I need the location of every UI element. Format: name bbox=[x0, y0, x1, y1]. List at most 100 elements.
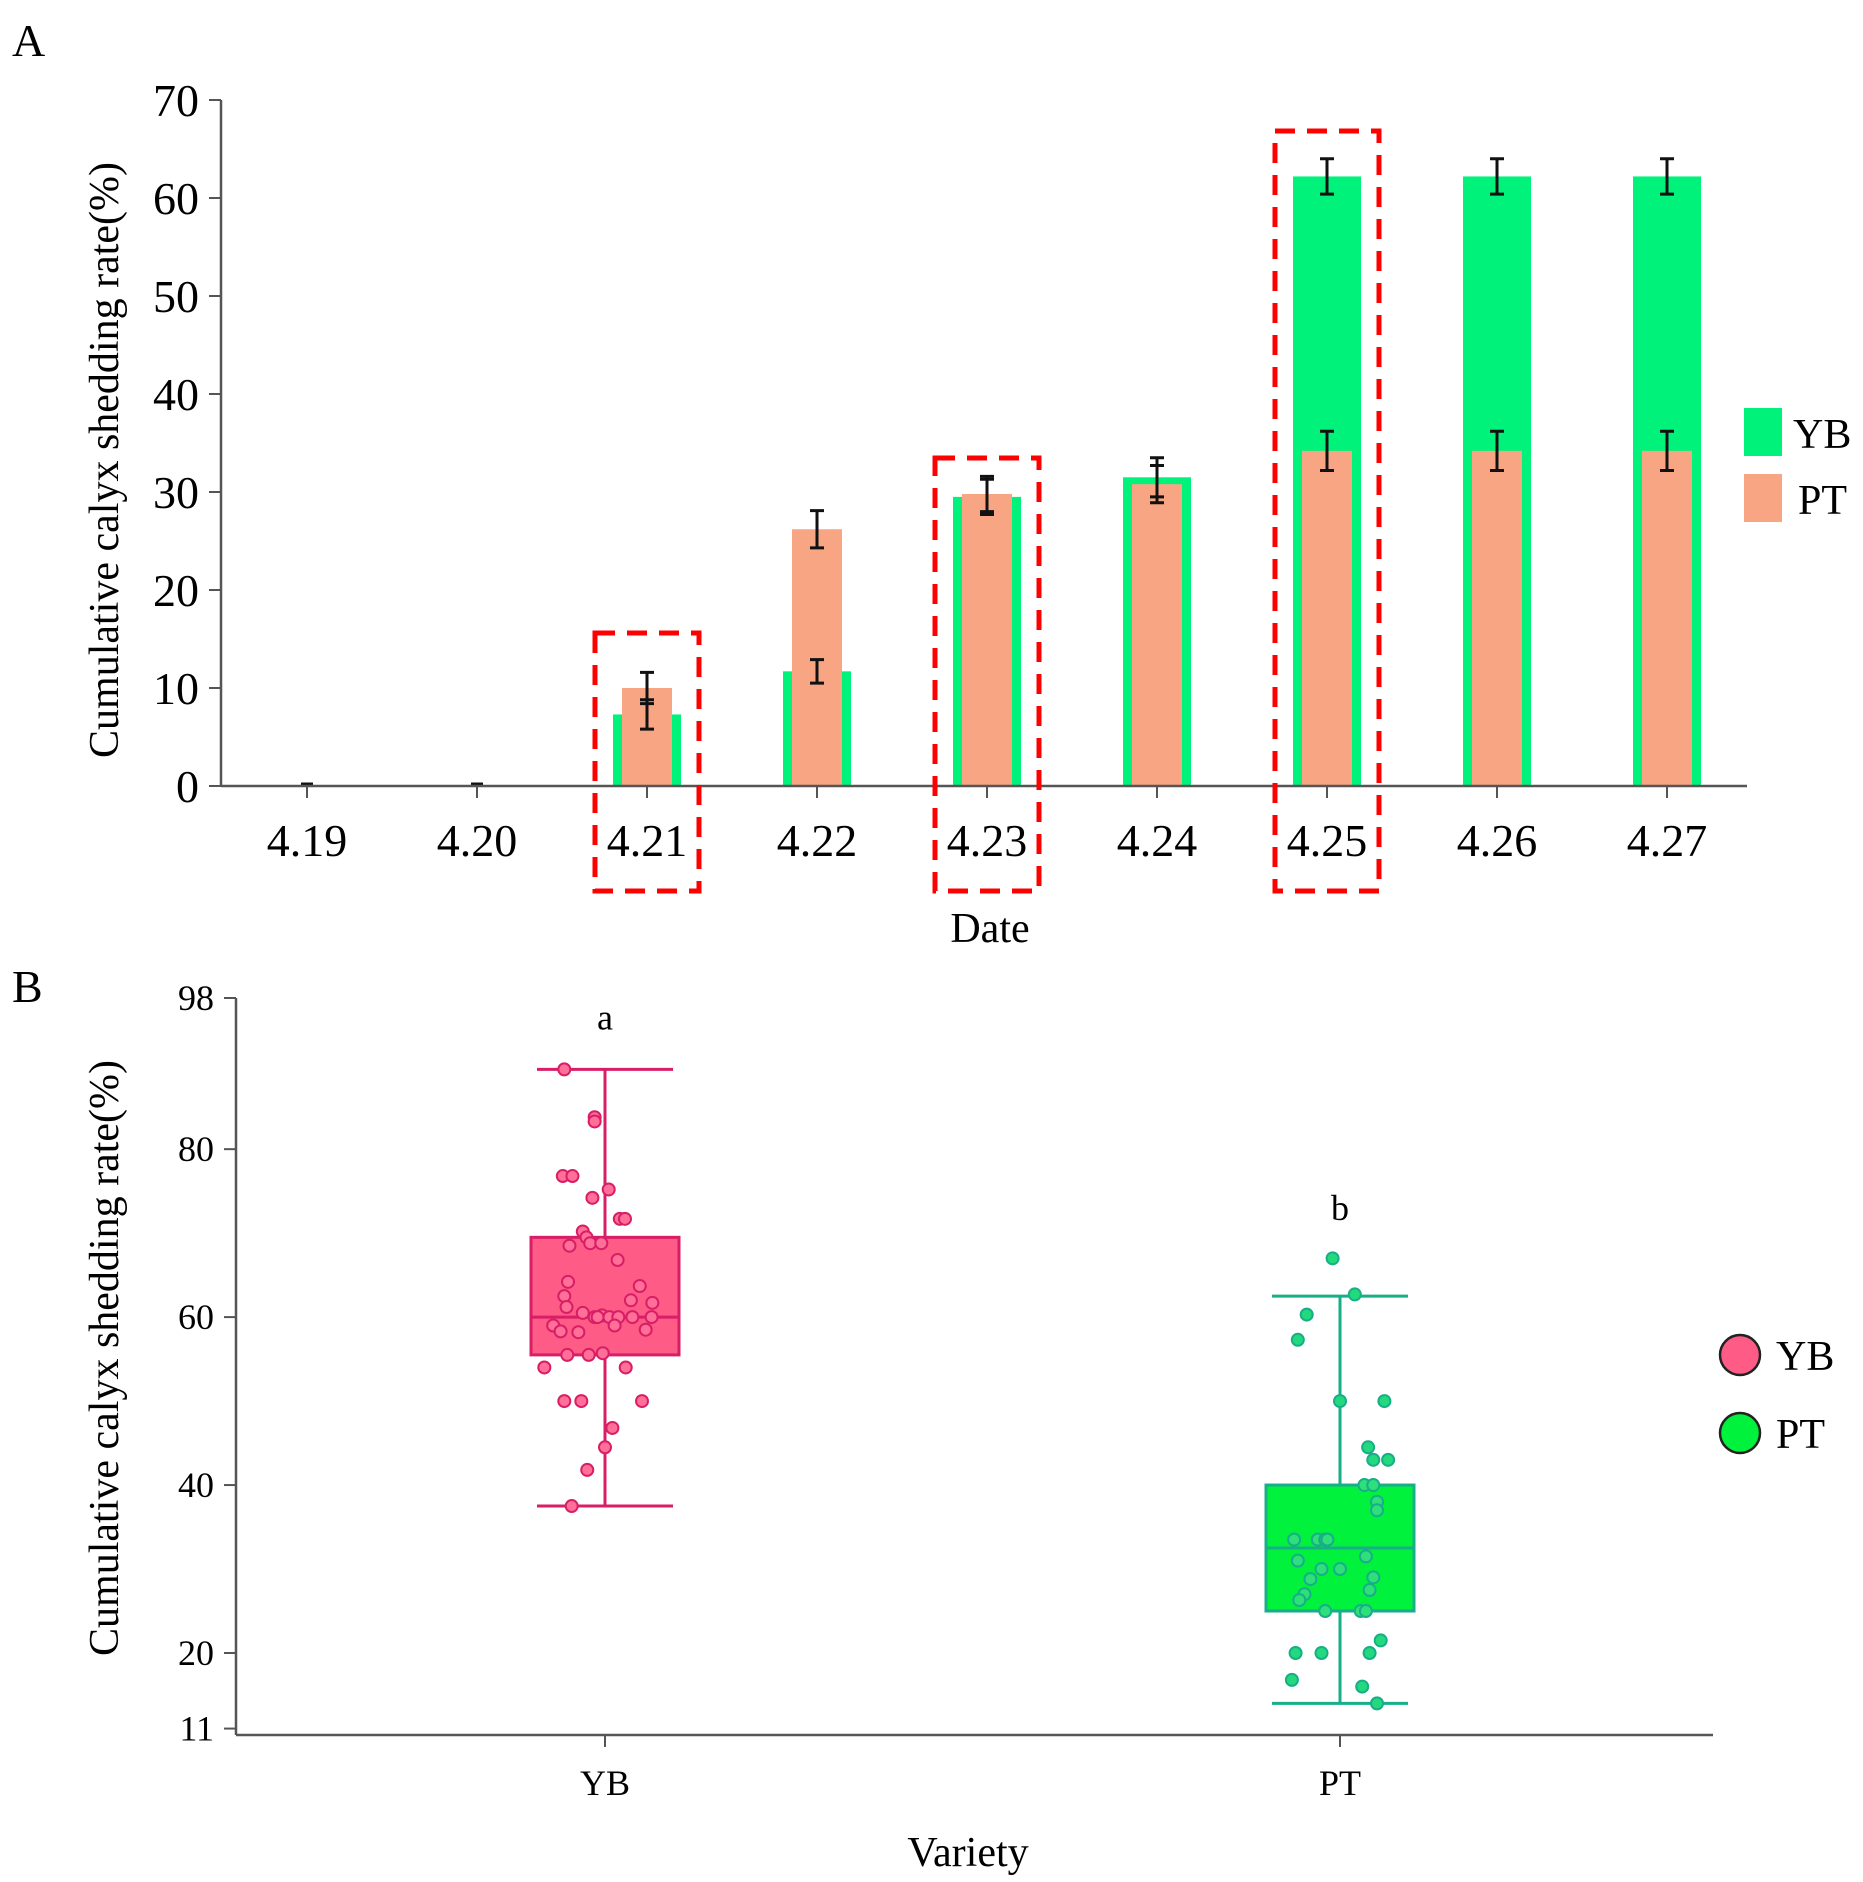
data-point-yb bbox=[553, 1324, 568, 1339]
legend-label-yb: YB bbox=[1776, 1334, 1834, 1380]
data-point-pt bbox=[1361, 1440, 1376, 1455]
y-tick-label: 40 bbox=[153, 369, 199, 420]
y-tick-label: 20 bbox=[153, 565, 199, 616]
data-point-yb bbox=[638, 1322, 653, 1337]
error-bar-yb-4-22 bbox=[810, 658, 824, 685]
panel-b-x-axis-title: Variety bbox=[907, 1830, 1028, 1876]
panel-b-y-ticks: 11 20 40 60 80 98 bbox=[178, 978, 236, 1749]
y-tick-label: 70 bbox=[153, 75, 199, 126]
error-bar-pt-4-27 bbox=[1660, 429, 1674, 472]
data-point-yb bbox=[617, 1211, 632, 1226]
data-point-pt bbox=[1314, 1646, 1329, 1660]
data-point-yb bbox=[590, 1310, 605, 1325]
data-point-pt bbox=[1287, 1532, 1302, 1547]
y-tick-label: 20 bbox=[178, 1633, 214, 1673]
data-point-pt bbox=[1358, 1604, 1373, 1619]
highlight-box-4-25 bbox=[1272, 128, 1382, 894]
data-point-yb bbox=[562, 1238, 577, 1253]
data-point-pt bbox=[1366, 1478, 1381, 1493]
error-bar-pt-4-25 bbox=[1320, 429, 1334, 472]
panel-a-axes bbox=[219, 100, 1747, 788]
error-bar-pt-4-23 bbox=[980, 474, 994, 514]
highlight-box-4-21 bbox=[592, 630, 702, 894]
data-point-pt bbox=[1314, 1562, 1329, 1577]
x-tick-label-4-19: 4.19 bbox=[267, 815, 348, 866]
data-point-pt bbox=[1370, 1696, 1384, 1711]
error-bar-yb-4-26 bbox=[1490, 157, 1504, 196]
bar-pt-4-23 bbox=[962, 493, 1012, 786]
x-tick-label-4-22: 4.22 bbox=[777, 815, 858, 866]
x-tick-label-4-25: 4.25 bbox=[1287, 815, 1368, 866]
box-yb bbox=[529, 1235, 681, 1357]
data-point-yb bbox=[574, 1394, 589, 1409]
panel-a-x-axis-title: Date bbox=[950, 906, 1029, 952]
panel-a-label: A bbox=[12, 15, 45, 66]
data-point-yb bbox=[610, 1253, 625, 1267]
panel-a-highlight-boxes bbox=[592, 128, 1382, 894]
bar-pt-4-26 bbox=[1472, 450, 1522, 786]
legend-swatch-yb bbox=[1744, 408, 1782, 456]
panel-a: A Cumulative calyx shedding rate(%) Date… bbox=[12, 15, 1851, 952]
y-tick-label: 10 bbox=[153, 663, 199, 714]
x-tick-label-4-27: 4.27 bbox=[1627, 815, 1708, 866]
x-tick-label-yb: YB bbox=[580, 1763, 630, 1803]
data-point-pt bbox=[1381, 1452, 1396, 1467]
y-tick-label: 40 bbox=[178, 1465, 214, 1505]
significance-letter-yb: a bbox=[597, 997, 613, 1037]
panel-b: B Cumulative calyx shedding rate(%) Vari… bbox=[12, 961, 1834, 1876]
data-point-yb bbox=[560, 1347, 575, 1362]
data-point-pt bbox=[1325, 1251, 1340, 1266]
error-bar-pt-4-22 bbox=[810, 509, 824, 550]
y-tick-label: 0 bbox=[176, 761, 199, 812]
y-tick-label: 11 bbox=[179, 1709, 214, 1749]
panel-b-legend: YB PT bbox=[1718, 1333, 1834, 1458]
highlight-box-4-23 bbox=[932, 455, 1042, 894]
legend-label-pt: PT bbox=[1776, 1412, 1825, 1458]
data-point-pt bbox=[1299, 1307, 1314, 1322]
data-point-yb bbox=[537, 1360, 552, 1375]
legend-marker-yb bbox=[1718, 1333, 1762, 1377]
x-tick-label-4-20: 4.20 bbox=[437, 815, 518, 866]
error-bar-yb-4-25 bbox=[1320, 157, 1334, 196]
panel-a-y-axis-title: Cumulative calyx shedding rate(%) bbox=[82, 162, 128, 758]
bar-pt-4-27 bbox=[1642, 450, 1692, 786]
panel-b-x-ticks: YB PT bbox=[580, 1735, 1361, 1803]
data-point-pt bbox=[1358, 1549, 1373, 1564]
panel-a-error-bars bbox=[301, 157, 1674, 786]
error-bar-pt-4-21 bbox=[640, 670, 654, 706]
data-point-yb bbox=[580, 1462, 595, 1477]
x-tick-label-pt: PT bbox=[1319, 1763, 1361, 1803]
data-point-yb bbox=[559, 1300, 574, 1315]
legend-swatch-pt bbox=[1744, 474, 1782, 522]
data-point-yb bbox=[618, 1360, 633, 1375]
data-point-yb bbox=[595, 1346, 610, 1361]
data-point-yb bbox=[601, 1182, 616, 1197]
panel-b-label: B bbox=[12, 961, 43, 1012]
data-point-yb bbox=[557, 1394, 572, 1409]
data-point-pt bbox=[1292, 1593, 1307, 1608]
data-point-yb bbox=[557, 1289, 572, 1304]
data-point-yb bbox=[594, 1236, 609, 1251]
bar-pt-4-22 bbox=[792, 529, 842, 786]
data-point-pt bbox=[1355, 1679, 1370, 1694]
panel-b-y-axis-title: Cumulative calyx shedding rate(%) bbox=[82, 1060, 128, 1656]
data-point-yb bbox=[632, 1279, 647, 1294]
data-point-pt bbox=[1303, 1572, 1318, 1587]
data-point-yb bbox=[585, 1190, 600, 1205]
data-point-pt bbox=[1362, 1646, 1377, 1660]
data-point-pt bbox=[1284, 1672, 1299, 1687]
data-point-pt bbox=[1347, 1287, 1362, 1302]
data-point-yb bbox=[605, 1420, 620, 1435]
panel-b-axes bbox=[234, 998, 1713, 1737]
x-tick-label-4-24: 4.24 bbox=[1117, 815, 1198, 866]
data-point-pt bbox=[1362, 1583, 1377, 1598]
x-tick-label-4-23: 4.23 bbox=[947, 815, 1028, 866]
data-point-yb bbox=[564, 1499, 579, 1514]
y-tick-label: 80 bbox=[178, 1129, 214, 1169]
panel-a-y-ticks: 0 10 20 30 40 50 60 70 bbox=[153, 75, 221, 812]
data-point-yb bbox=[625, 1310, 640, 1325]
y-tick-label: 30 bbox=[153, 467, 199, 518]
data-point-pt bbox=[1290, 1553, 1305, 1568]
panel-b-boxes: ab bbox=[529, 997, 1416, 1711]
data-point-yb bbox=[575, 1305, 590, 1320]
